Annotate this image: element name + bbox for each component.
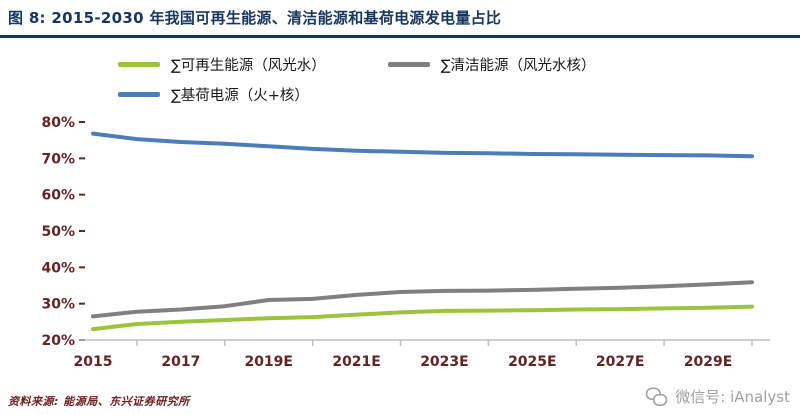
x-axis-tick-label: 2017: [161, 354, 200, 370]
x-axis-tick-label: 2029E: [684, 354, 733, 370]
y-axis-tick-label: 30%: [41, 297, 75, 313]
legend-item-clean: ∑清洁能源（风光水核）: [387, 54, 596, 75]
x-axis-tick-label: 2025E: [508, 354, 557, 370]
legend-item-baseload: ∑基荷电源（火+核）: [118, 84, 309, 105]
legend-row-1: ∑可再生能源（风光水） ∑清洁能源（风光水核）: [118, 54, 596, 75]
series-line-2: [91, 131, 754, 159]
wechat-icon: [646, 387, 668, 406]
x-axis-tick-label: 2023E: [420, 354, 469, 370]
clean-line-swatch: [387, 62, 430, 67]
figure-header: 图 8: 2015-2030 年我国可再生能源、清洁能源和基荷电源发电量占比: [0, 0, 800, 38]
baseload-line-swatch: [118, 92, 160, 97]
y-axis-tick-label: 20%: [41, 333, 75, 349]
legend-label-baseload: ∑基荷电源（火+核）: [171, 88, 309, 104]
wechat-id: 微信号: iAnalyst: [675, 388, 790, 406]
legend-row-2: ∑基荷电源（火+核）: [118, 84, 596, 105]
y-axis-tick-label: 80%: [41, 115, 75, 131]
wechat-watermark: 微信号: iAnalyst: [645, 386, 790, 407]
x-axis-tick-label: 2021E: [332, 354, 381, 370]
series-line-1: [91, 280, 754, 319]
figure-title: 图 8: 2015-2030 年我国可再生能源、清洁能源和基荷电源发电量占比: [8, 9, 502, 27]
y-axis-tick-label: 50%: [41, 224, 75, 240]
x-axis-tick-label: 2019E: [244, 354, 293, 370]
legend-label-renewable: ∑可再生能源（风光水）: [171, 58, 326, 74]
y-axis-tick-label: 60%: [41, 188, 75, 204]
x-axis-tick-label: 2015: [74, 354, 113, 370]
x-axis-tick-label: 2027E: [596, 354, 645, 370]
series-line-0: [91, 304, 754, 332]
chart-legend: ∑可再生能源（风光水） ∑清洁能源（风光水核） ∑基荷电源（火+核）: [118, 54, 596, 105]
renewable-line-swatch: [118, 62, 160, 67]
y-axis-tick-label: 40%: [41, 260, 75, 276]
legend-item-renewable: ∑可再生能源（风光水）: [118, 54, 326, 75]
source-note: 资料来源: 能源局、东兴证券研究所: [8, 395, 190, 408]
legend-label-clean: ∑清洁能源（风光水核）: [440, 58, 596, 74]
line-chart: 20% 30% 40% 50% 60% 70% 80% 2015 2017 2019E 2021E 2…: [41, 115, 770, 370]
y-axis-tick-label: 70%: [41, 151, 75, 167]
